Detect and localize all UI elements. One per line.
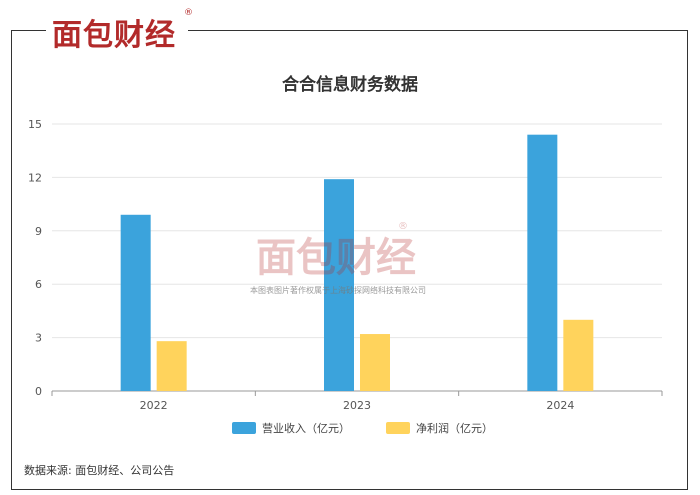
bar-net-profit [360, 334, 390, 391]
y-tick-label: 15 [28, 118, 42, 131]
bar-revenue [120, 214, 151, 391]
x-tick-label: 2023 [343, 399, 371, 412]
chart-title: 合合信息财务数据 [282, 75, 418, 95]
x-tick-label: 2022 [140, 399, 168, 412]
legend-label: 净利润（亿元） [416, 421, 493, 435]
data-source: 数据来源: 面包财经、公司公告 [24, 464, 175, 477]
x-tick-label: 2024 [546, 399, 574, 412]
legend-swatch [232, 422, 256, 434]
registered-mark: ® [184, 8, 193, 18]
logo-text: 面包财经 [52, 18, 176, 53]
bar-net-profit [156, 341, 187, 391]
y-tick-label: 12 [28, 171, 42, 184]
legend-label: 营业收入（亿元） [262, 421, 350, 435]
bar-revenue [324, 179, 354, 391]
bar-revenue [527, 134, 558, 391]
brand-logo: 面包财经 ® [46, 8, 193, 53]
legend-swatch [386, 422, 410, 434]
y-tick-label: 3 [35, 332, 42, 345]
bar-net-profit [563, 319, 594, 391]
y-tick-label: 0 [35, 385, 42, 398]
y-tick-label: 9 [35, 225, 42, 238]
y-tick-label: 6 [35, 278, 42, 291]
